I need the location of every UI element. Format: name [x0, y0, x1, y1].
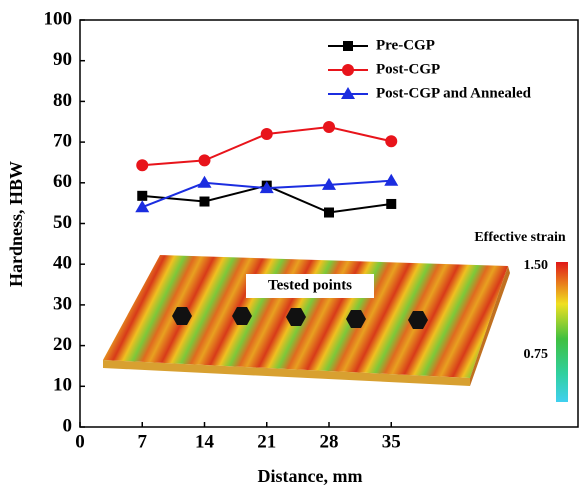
- x-tick-label: 28: [320, 431, 339, 452]
- marker: [199, 154, 211, 166]
- y-tick-label: 70: [53, 130, 72, 151]
- y-axis-label: Hardness, HBW: [6, 161, 26, 287]
- y-tick-label: 30: [53, 293, 72, 314]
- marker: [385, 135, 397, 147]
- colorbar-title: Effective strain: [474, 230, 566, 245]
- y-tick-label: 10: [53, 375, 72, 396]
- x-tick-label: 0: [75, 431, 85, 452]
- legend-marker: [343, 41, 353, 51]
- legend-marker: [342, 64, 354, 76]
- y-tick-label: 60: [53, 171, 72, 192]
- y-tick-label: 90: [53, 49, 72, 70]
- x-axis-label: Distance, mm: [258, 466, 363, 486]
- marker: [137, 191, 147, 201]
- y-tick-label: 80: [53, 90, 72, 111]
- legend-label: Post-CGP and Annealed: [376, 85, 532, 101]
- marker: [136, 159, 148, 171]
- x-tick-label: 14: [195, 431, 215, 452]
- marker: [386, 199, 396, 209]
- x-tick-label: 21: [257, 431, 276, 452]
- y-tick-label: 40: [53, 253, 72, 274]
- inset-label: Tested points: [268, 277, 352, 293]
- y-tick-label: 100: [44, 8, 73, 29]
- inset: Tested points Effective strain 1.50 0.75: [103, 230, 568, 402]
- y-tick-label: 0: [63, 415, 73, 436]
- chart: Tested points Effective strain 1.50 0.75…: [0, 0, 582, 490]
- marker: [384, 174, 398, 186]
- marker: [323, 121, 335, 133]
- y-tick-label: 50: [53, 212, 72, 233]
- colorbar: [556, 262, 568, 402]
- x-tick-label: 35: [382, 431, 401, 452]
- marker: [198, 176, 212, 188]
- colorbar-label: 0.75: [524, 347, 549, 362]
- legend-label: Pre-CGP: [376, 37, 435, 53]
- colorbar-label: 1.50: [524, 258, 549, 273]
- marker: [261, 128, 273, 140]
- marker: [200, 197, 210, 207]
- legend-label: Post-CGP: [376, 61, 440, 77]
- x-tick-label: 7: [138, 431, 148, 452]
- marker: [324, 208, 334, 218]
- y-tick-label: 20: [53, 334, 72, 355]
